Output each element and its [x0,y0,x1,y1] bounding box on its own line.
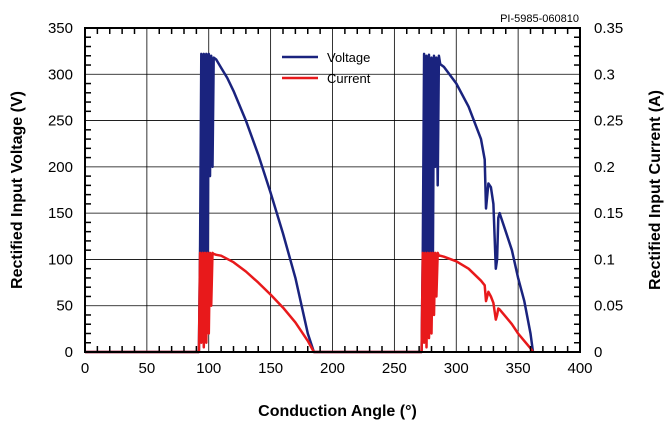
x-tick-label: 300 [444,360,469,377]
x-tick-label: 50 [139,360,156,377]
y-axis-title-left: Rectified Input Voltage (V) [9,91,26,289]
y-tick-label-right: 0.1 [594,251,615,268]
series-line-current [85,251,535,354]
y-tick-label-right: 0.2 [594,159,615,176]
series-group [85,52,535,354]
plot-frame [84,27,581,353]
x-tick-label: 400 [567,360,592,377]
legend-label-voltage: Voltage [327,50,370,65]
y-tick-label-right: 0.05 [594,298,623,315]
legend-label-current: Current [327,71,371,86]
y-tick-label-right: 0.15 [594,205,623,222]
y-tick-label-left: 0 [65,344,73,361]
x-tick-label: 350 [506,360,531,377]
y-tick-label-left: 200 [48,159,73,176]
x-axis-title: Conduction Angle (°) [258,403,417,420]
y-tick-label-right: 0.25 [594,113,623,130]
y-tick-label-left: 350 [48,20,73,37]
x-tick-label: 250 [382,360,407,377]
figure-reference-id: PI-5985-060810 [500,13,579,25]
y-tick-label-left: 250 [48,113,73,130]
tick-marks [85,28,580,352]
x-tick-label: 150 [258,360,283,377]
y-tick-label-right: 0.3 [594,66,615,83]
series-line-voltage [85,52,535,354]
x-tick-label: 200 [320,360,345,377]
y-tick-label-right: 0 [594,344,602,361]
y-tick-label-left: 150 [48,205,73,222]
x-tick-label: 100 [196,360,221,377]
y-tick-label-right: 0.35 [594,20,623,37]
y-tick-label-left: 300 [48,66,73,83]
legend: Voltage Current [282,50,371,86]
y-tick-label-left: 50 [56,298,73,315]
y-axis-title-right: Rectified Input Current (A) [647,90,664,290]
x-tick-label: 0 [81,360,89,377]
y-tick-label-left: 100 [48,251,73,268]
